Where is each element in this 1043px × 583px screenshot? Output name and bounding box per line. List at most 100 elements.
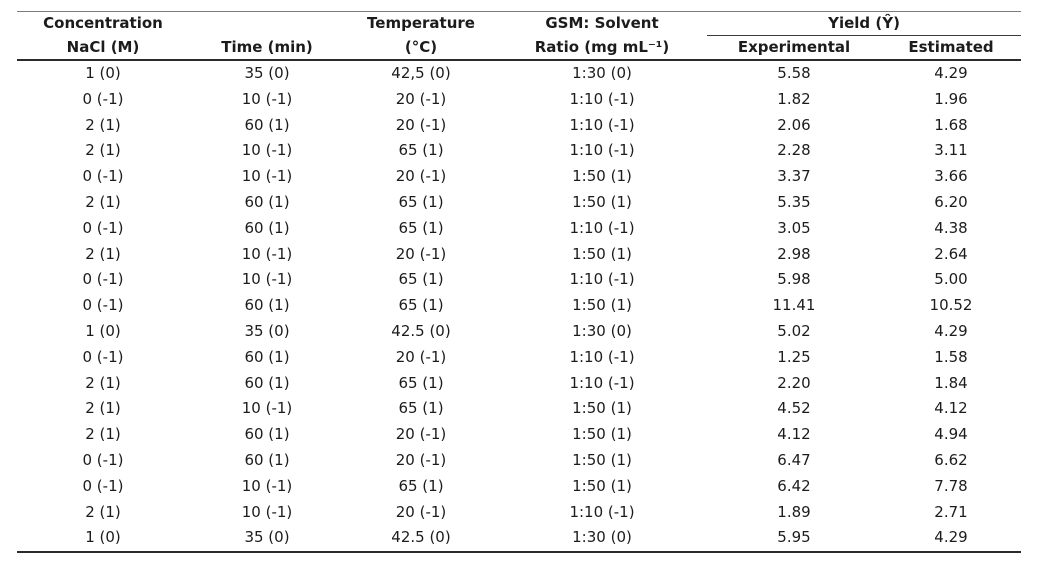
table-cell: 2.98: [777, 244, 811, 263]
table-row: 2 (1) 60 (1) 20 (-1) 1:50 (1) 4.12 4.94: [17, 422, 1021, 448]
table-row: 2 (1) 10 (-1) 20 (-1) 1:10 (-1) 1.89 2.71: [17, 500, 1021, 526]
table-cell: 1:50 (1): [572, 425, 632, 444]
table-cell: 65 (1): [398, 270, 444, 289]
table-cell: 5.98: [777, 270, 811, 289]
table-cell: 10 (-1): [241, 141, 293, 160]
table-cell: 0 (-1): [82, 476, 124, 495]
table-row: 0 (-1) 10 (-1) 65 (1) 1:50 (1) 6.42 7.78: [17, 474, 1021, 500]
table-row: 0 (-1) 60 (1) 20 (-1) 1:50 (1) 6.47 6.62: [17, 448, 1021, 474]
table-cell: 2 (1): [85, 399, 121, 418]
table-cell: 3.05: [777, 218, 811, 237]
table-cell: 4.38: [934, 218, 968, 237]
table-cell: 20 (-1): [395, 347, 447, 366]
table-cell: 2 (1): [85, 502, 121, 521]
table-header: Concentration Temperature GSM: Solvent Y…: [17, 11, 1022, 61]
table-cell: 60 (1): [244, 347, 290, 366]
table-cell: 42.5 (0): [391, 321, 451, 340]
table-cell: 0 (-1): [82, 89, 124, 108]
col-header-temperature-line1: Temperature: [367, 14, 475, 33]
table-row: 0 (-1) 10 (-1) 20 (-1) 1:50 (1) 3.37 3.66: [17, 164, 1021, 190]
table-cell: 1.84: [934, 373, 968, 392]
table-cell: 4.52: [777, 399, 811, 418]
table-cell: 65 (1): [398, 218, 444, 237]
table-cell: 10 (-1): [241, 270, 293, 289]
table-cell: 10 (-1): [241, 244, 293, 263]
table-cell: 20 (-1): [395, 244, 447, 263]
table-cell: 2 (1): [85, 141, 121, 160]
table-cell: 2 (1): [85, 192, 121, 211]
table-cell: 3.37: [777, 167, 811, 186]
table-cell: 20 (-1): [395, 115, 447, 134]
table-cell: 1.96: [934, 89, 968, 108]
table-cell: 5.02: [777, 321, 811, 340]
col-header-concentration-line1: Concentration: [43, 14, 163, 33]
table-cell: 4.29: [934, 528, 968, 547]
table-cell: 1.25: [777, 347, 811, 366]
table-cell: 4.12: [777, 425, 811, 444]
table-cell: 1:50 (1): [572, 476, 632, 495]
table-cell: 60 (1): [244, 296, 290, 315]
table-cell: 5.58: [777, 64, 811, 82]
table-cell: 35 (0): [244, 64, 290, 82]
doe-table: Concentration Temperature GSM: Solvent Y…: [17, 11, 1022, 554]
table-cell: 20 (-1): [395, 89, 447, 108]
table-cell: 65 (1): [398, 192, 444, 211]
table-cell: 5.35: [777, 192, 811, 211]
table-cell: 1:10 (-1): [569, 218, 635, 237]
table-cell: 1:50 (1): [572, 450, 632, 469]
col-header-time-spacer: [189, 12, 345, 36]
table-cell: 5.00: [934, 270, 968, 289]
header-row-top: Concentration Temperature GSM: Solvent Y…: [17, 11, 1022, 36]
table-cell: 2.71: [934, 502, 968, 521]
table-cell: 5.95: [777, 528, 811, 547]
table-cell: 2 (1): [85, 244, 121, 263]
table-cell: 6.20: [934, 192, 968, 211]
table-cell: 35 (0): [244, 321, 290, 340]
table-cell: 2.28: [777, 141, 811, 160]
table-cell: 20 (-1): [395, 425, 447, 444]
table-cell: 65 (1): [398, 399, 444, 418]
col-header-yield-estimated: Estimated: [881, 35, 1022, 61]
table-cell: 1:50 (1): [572, 167, 632, 186]
table-row: 1 (0) 35 (0) 42,5 (0) 1:30 (0) 5.58 4.29: [17, 60, 1021, 87]
col-header-gsm-line2: Ratio (mg mL⁻¹): [497, 35, 707, 61]
header-row-bottom: NaCl (M) Time (min) (°C) Ratio (mg mL⁻¹)…: [17, 35, 1022, 61]
table-row: 2 (1) 10 (-1) 65 (1) 1:50 (1) 4.52 4.12: [17, 396, 1021, 422]
col-header-time: Time (min): [189, 35, 345, 61]
table-cell: 0 (-1): [82, 450, 124, 469]
table-cell: 2 (1): [85, 425, 121, 444]
table-cell: 11.41: [772, 296, 816, 315]
table-cell: 0 (-1): [82, 218, 124, 237]
table-cell: 10 (-1): [241, 476, 293, 495]
table-cell: 65 (1): [398, 141, 444, 160]
table-cell: 1 (0): [85, 321, 121, 340]
table-row: 0 (-1) 10 (-1) 65 (1) 1:10 (-1) 5.98 5.00: [17, 267, 1021, 293]
table-cell: 6.47: [777, 450, 811, 469]
table-cell: 0 (-1): [82, 296, 124, 315]
table-cell: 10 (-1): [241, 167, 293, 186]
table-cell: 60 (1): [244, 192, 290, 211]
table-row: 2 (1) 60 (1) 20 (-1) 1:10 (-1) 2.06 1.68: [17, 113, 1021, 139]
table-cell: 1:30 (0): [572, 64, 632, 82]
table-cell: 60 (1): [244, 218, 290, 237]
table-cell: 2 (1): [85, 115, 121, 134]
table-body: 1 (0) 35 (0) 42,5 (0) 1:30 (0) 5.58 4.29 0 (-1…: [17, 60, 1021, 552]
table-row: 1 (0) 35 (0) 42.5 (0) 1:30 (0) 5.02 4.29: [17, 319, 1021, 345]
table-cell: 7.78: [934, 476, 968, 495]
table-cell: 60 (1): [244, 373, 290, 392]
table-cell: 0 (-1): [82, 167, 124, 186]
table-row: 0 (-1) 10 (-1) 20 (-1) 1:10 (-1) 1.82 1.96: [17, 87, 1021, 113]
table-cell: 42.5 (0): [391, 528, 451, 547]
table-cell: 2.64: [934, 244, 968, 263]
table-cell: 65 (1): [398, 476, 444, 495]
table-row: 0 (-1) 60 (1) 20 (-1) 1:10 (-1) 1.25 1.58: [17, 345, 1021, 371]
table-cell: 10 (-1): [241, 399, 293, 418]
table-cell: 60 (1): [244, 115, 290, 134]
table-cell: 42,5 (0): [391, 64, 451, 82]
col-header-concentration-line2: NaCl (M): [17, 35, 189, 61]
table-cell: 1:10 (-1): [569, 502, 635, 521]
table-cell: 3.11: [934, 141, 968, 160]
table-row: 2 (1) 60 (1) 65 (1) 1:10 (-1) 2.20 1.84: [17, 371, 1021, 397]
table-cell: 10.52: [929, 296, 973, 315]
